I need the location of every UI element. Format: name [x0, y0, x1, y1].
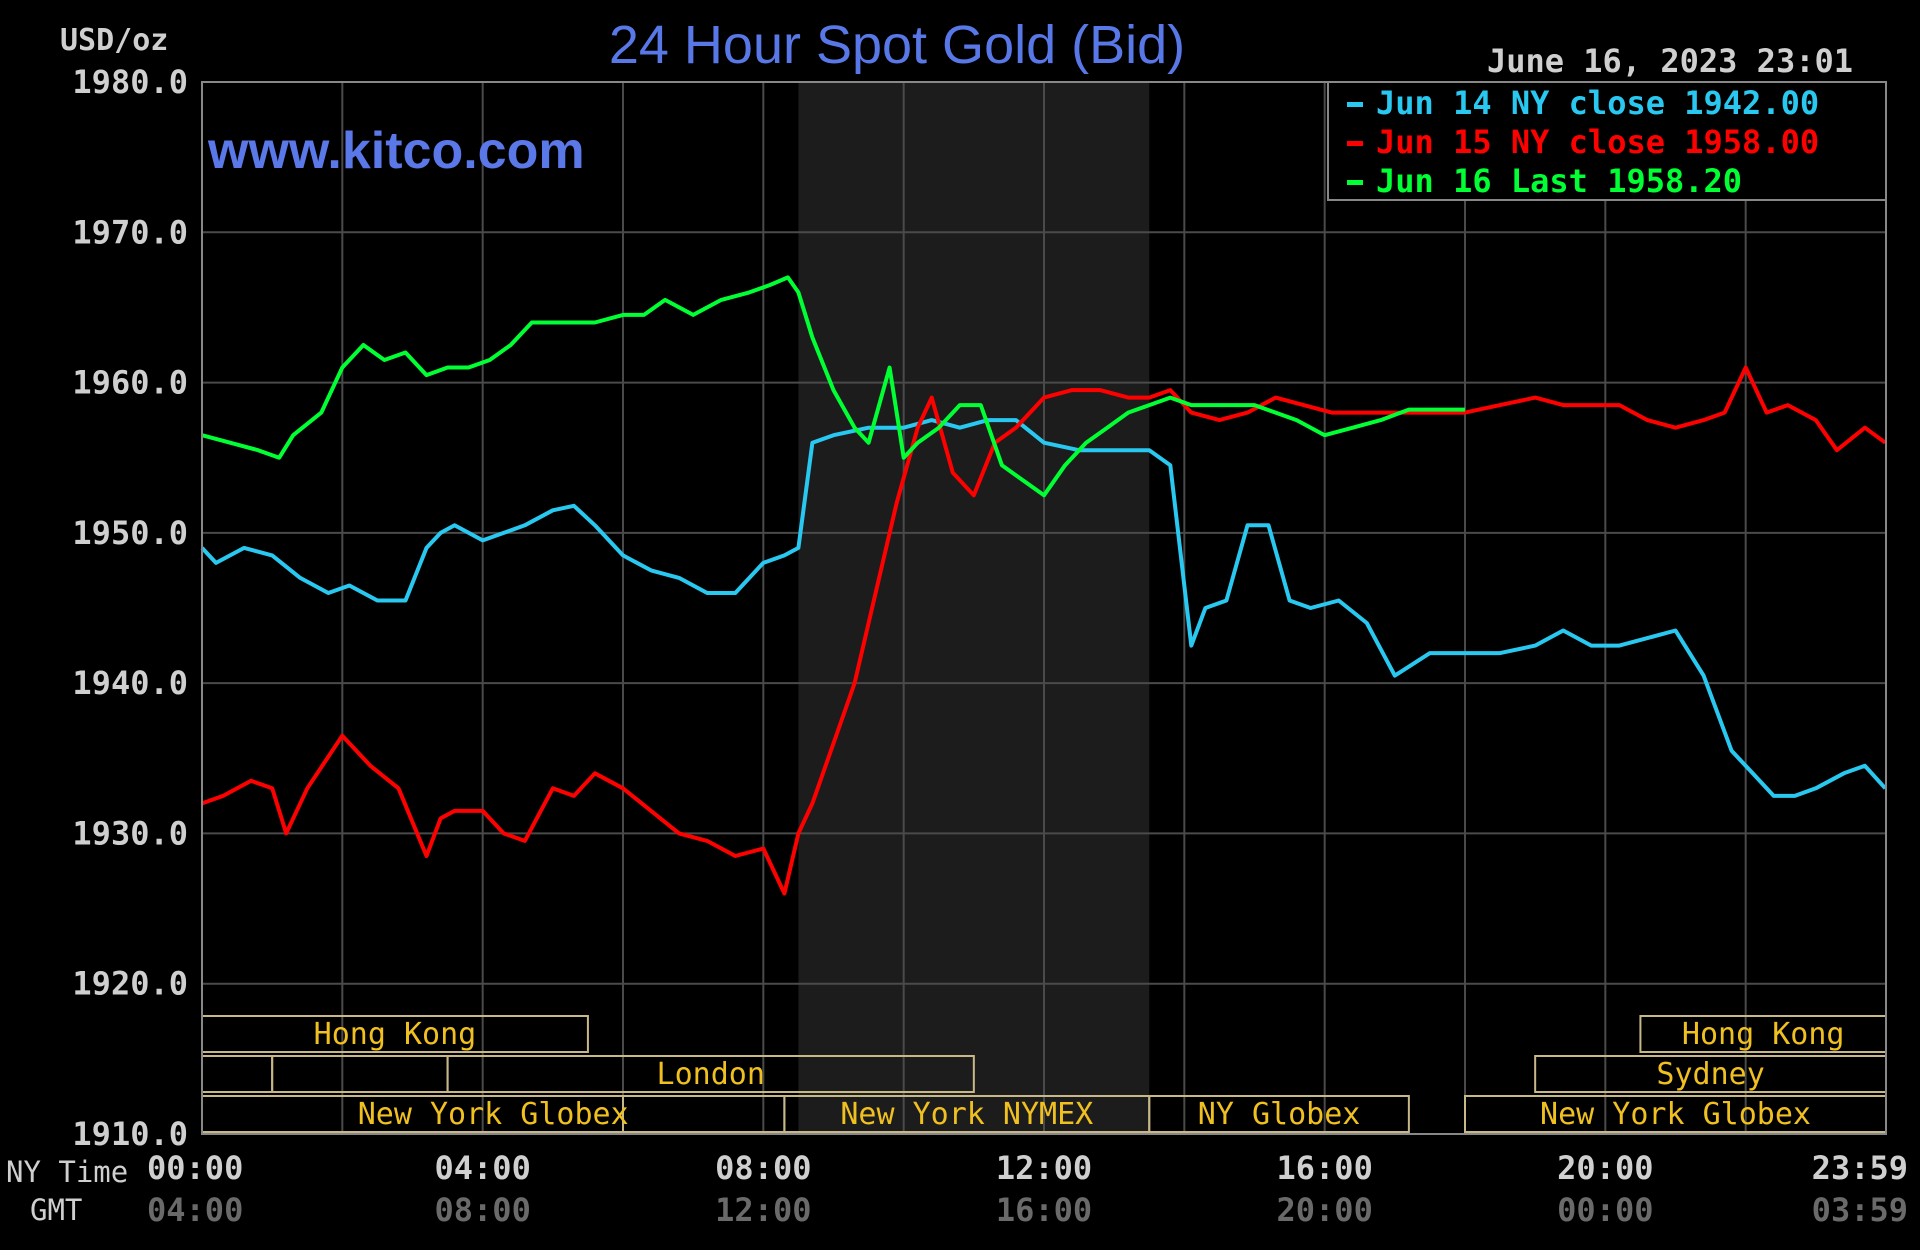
- session-label: New York Globex: [1540, 1097, 1811, 1132]
- x-tick-label-ny: 23:59: [1812, 1149, 1908, 1187]
- session-bar: [1148, 1095, 1410, 1133]
- x-tick-label-ny: 08:00: [715, 1149, 811, 1187]
- legend-swatch: [1347, 141, 1363, 146]
- legend-box: [1327, 81, 1887, 201]
- x-tick-label-ny: 12:00: [996, 1149, 1092, 1187]
- legend-swatch: [1347, 102, 1363, 107]
- session-label: New York Globex: [358, 1097, 629, 1132]
- y-tick-label: 1960.0: [72, 364, 188, 402]
- chart-timestamp: June 16, 2023 23:01: [1487, 42, 1853, 80]
- plot-frame: [201, 81, 1887, 1135]
- plot-area: [798, 82, 1150, 1134]
- x-tick-label-ny: 20:00: [1557, 1149, 1653, 1187]
- y-tick-label: 1910.0: [72, 1115, 188, 1153]
- x-tick-label-gmt: 20:00: [1277, 1191, 1373, 1229]
- series-lines: [200, 275, 1887, 896]
- x-tick-label-ny: 16:00: [1277, 1149, 1373, 1187]
- x-tick-label-gmt: 12:00: [715, 1191, 811, 1229]
- y-tick-label: 1930.0: [72, 814, 188, 852]
- x-tick-label-gmt: 08:00: [435, 1191, 531, 1229]
- y-axis-unit-label: USD/oz: [60, 23, 168, 58]
- y-tick-label: 1970.0: [72, 213, 188, 251]
- series-line-1: [200, 418, 1887, 798]
- x-tick-label-gmt: 16:00: [996, 1191, 1092, 1229]
- session-label: Hong Kong: [314, 1017, 477, 1052]
- series-line-2: [201, 365, 1887, 896]
- y-tick-label: 1940.0: [72, 664, 188, 702]
- market-session-bars: Hong Kong Hong Kong London Sydney New York G…: [201, 1015, 1887, 1133]
- ny-session-shading: [798, 82, 1150, 1134]
- x-axis-ticks: 00:00 04:00 04:00 08:00 08:00 12:00 12:00 16:00…: [147, 1149, 1908, 1229]
- session-bar: [446, 1055, 975, 1093]
- legend-swatch: [1347, 180, 1363, 185]
- y-tick-label: 1980.0: [72, 63, 188, 101]
- session-label: Sydney: [1656, 1057, 1764, 1092]
- legend-label: Jun 15 NY close 1958.00: [1376, 123, 1819, 161]
- series-line-3: [201, 275, 1465, 498]
- x-tick-label-gmt: 00:00: [1557, 1191, 1653, 1229]
- watermark-text: www.kitco.com: [207, 122, 585, 180]
- x-tick-label-ny: 04:00: [435, 1149, 531, 1187]
- session-label: New York NYMEX: [840, 1097, 1093, 1132]
- legend-label: Jun 14 NY close 1942.00: [1376, 84, 1819, 122]
- ny-time-label: NY Time: [6, 1155, 128, 1189]
- chart-title: 24 Hour Spot Gold (Bid): [609, 15, 1185, 75]
- session-label: NY Globex: [1198, 1097, 1361, 1132]
- y-tick-label: 1920.0: [72, 965, 188, 1003]
- y-tick-label: 1950.0: [72, 514, 188, 552]
- legend-label: Jun 16 Last 1958.20: [1376, 162, 1742, 200]
- session-label: Hong Kong: [1682, 1017, 1845, 1052]
- y-axis-ticks: 1980.0 1970.0 1960.0 1950.0 1940.0 1930.0 1920…: [72, 63, 188, 1153]
- gmt-label: GMT: [30, 1193, 82, 1227]
- session-label: London: [657, 1057, 765, 1092]
- x-tick-label-gmt: 03:59: [1812, 1191, 1908, 1229]
- x-tick-label-ny: 00:00: [147, 1149, 243, 1187]
- x-tick-label-gmt: 04:00: [147, 1191, 243, 1229]
